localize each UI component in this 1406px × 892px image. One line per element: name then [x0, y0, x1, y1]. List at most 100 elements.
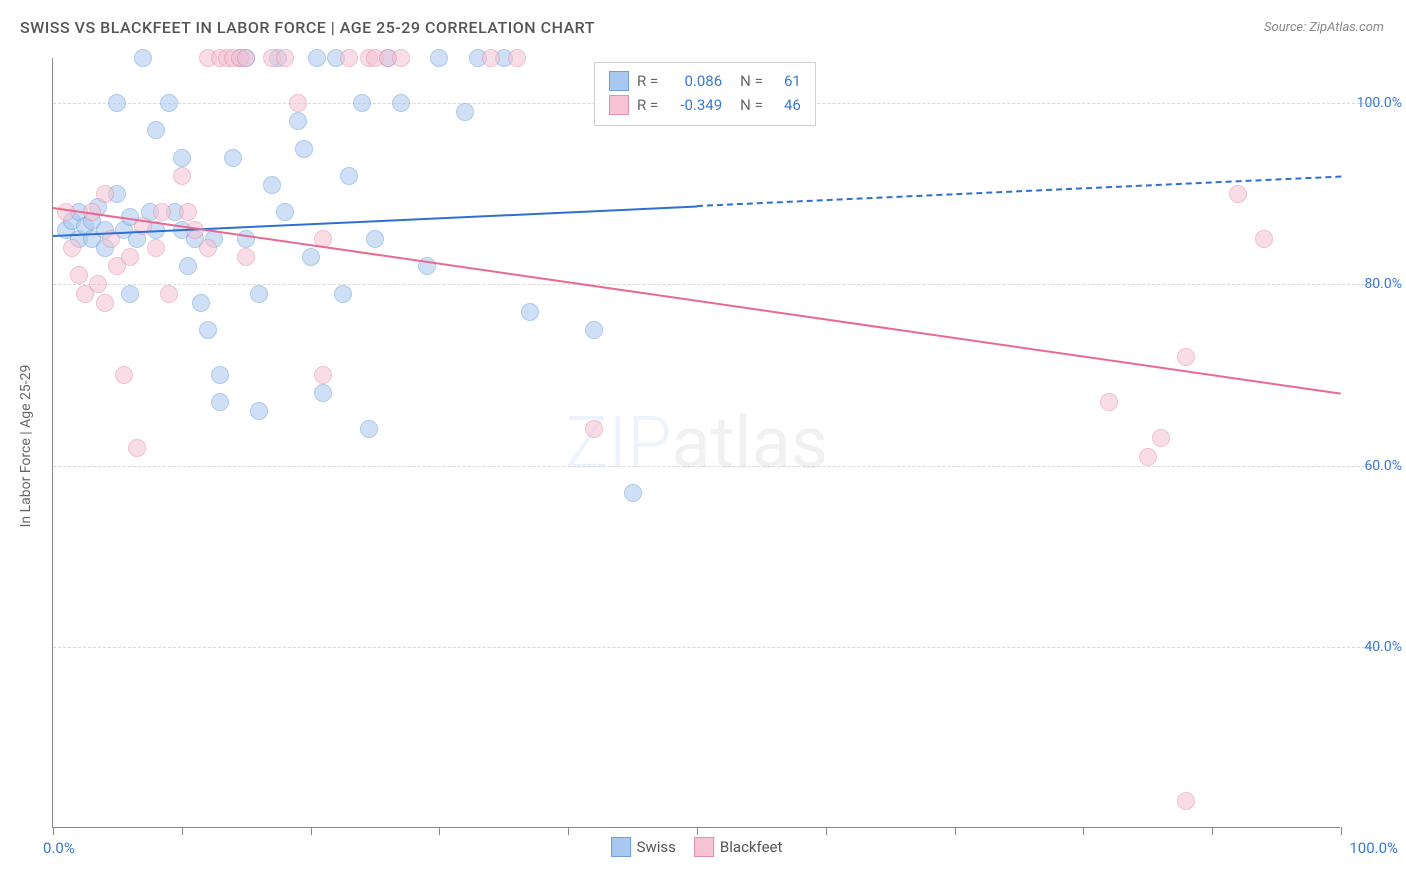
data-point [250, 285, 268, 303]
x-label-max: 100.0% [1349, 839, 1398, 857]
data-point [179, 257, 197, 275]
data-point [179, 203, 197, 221]
data-point [134, 49, 152, 67]
data-point [1177, 792, 1195, 810]
stats-legend-row: R = 0.086 N = 61 [609, 69, 801, 93]
data-point [224, 149, 242, 167]
source-attribution: Source: ZipAtlas.com [1264, 20, 1384, 35]
x-tick [697, 827, 698, 835]
x-label-min: 0.0% [43, 839, 75, 857]
data-point [1229, 185, 1247, 203]
data-point [128, 439, 146, 457]
data-point [314, 384, 332, 402]
r-value: -0.349 [666, 93, 722, 117]
data-point [482, 49, 500, 67]
stats-legend-row: R =-0.349N =46 [609, 93, 801, 117]
x-tick [1083, 827, 1084, 835]
x-tick [439, 827, 440, 835]
data-point [70, 266, 88, 284]
x-tick [826, 827, 827, 835]
series-legend-item: Swiss [611, 837, 676, 857]
x-tick [1212, 827, 1213, 835]
data-point [302, 248, 320, 266]
gridline-h [53, 647, 1380, 648]
trend-line [53, 207, 1341, 395]
data-point [392, 49, 410, 67]
y-tick-label: 60.0% [1364, 458, 1402, 474]
data-point [237, 49, 255, 67]
data-point [96, 294, 114, 312]
gridline-h [53, 284, 1380, 285]
r-value: 0.086 [666, 69, 722, 93]
data-point [147, 239, 165, 257]
data-point [237, 248, 255, 266]
legend-swatch [611, 837, 631, 857]
series-legend: Swiss Blackfeet [611, 837, 783, 857]
data-point [115, 366, 133, 384]
legend-swatch [694, 837, 714, 857]
n-value: 61 [771, 69, 801, 93]
series-legend-item: Blackfeet [694, 837, 782, 857]
data-point [360, 420, 378, 438]
data-point [276, 203, 294, 221]
y-axis-title: In Labor Force | Age 25-29 [18, 365, 34, 528]
data-point [340, 49, 358, 67]
r-label: R = [637, 69, 658, 93]
x-tick [53, 827, 54, 835]
chart-title: SWISS VS BLACKFEET IN LABOR FORCE | AGE … [20, 18, 595, 37]
data-point [353, 94, 371, 112]
gridline-h [53, 466, 1380, 467]
x-tick [568, 827, 569, 835]
data-point [366, 230, 384, 248]
data-point [295, 140, 313, 158]
data-point [392, 94, 410, 112]
watermark: ZIPatlas [565, 400, 828, 485]
data-point [147, 121, 165, 139]
legend-swatch [609, 71, 629, 91]
data-point [96, 185, 114, 203]
data-point [173, 167, 191, 185]
data-point [308, 49, 326, 67]
n-value: 46 [771, 93, 801, 117]
data-point [1139, 448, 1157, 466]
data-point [160, 285, 178, 303]
n-label: N = [740, 69, 763, 93]
data-point [334, 285, 352, 303]
data-point [508, 49, 526, 67]
watermark-part2: atlas [672, 400, 829, 485]
data-point [276, 49, 294, 67]
data-point [237, 230, 255, 248]
data-point [340, 167, 358, 185]
data-point [314, 366, 332, 384]
data-point [585, 321, 603, 339]
data-point [199, 321, 217, 339]
data-point [1255, 230, 1273, 248]
x-tick [182, 827, 183, 835]
data-point [289, 112, 307, 130]
data-point [521, 303, 539, 321]
watermark-part1: ZIP [565, 400, 672, 485]
data-point [250, 402, 268, 420]
data-point [211, 393, 229, 411]
x-tick [955, 827, 956, 835]
y-tick-label: 100.0% [1357, 95, 1402, 111]
y-tick-label: 80.0% [1364, 276, 1402, 292]
data-point [121, 248, 139, 266]
y-tick-label: 40.0% [1364, 639, 1402, 655]
data-point [173, 149, 191, 167]
stats-legend: R = 0.086 N = 61R =-0.349N =46 [594, 62, 816, 126]
data-point [63, 239, 81, 257]
data-point [456, 103, 474, 121]
data-point [121, 285, 139, 303]
data-point [57, 203, 75, 221]
data-point [192, 294, 210, 312]
plot-area: ZIPatlas 40.0%60.0%80.0%100.0%0.0%100.0%… [52, 58, 1340, 828]
data-point [624, 484, 642, 502]
legend-swatch [609, 95, 629, 115]
x-tick [1341, 827, 1342, 835]
data-point [153, 203, 171, 221]
x-tick [311, 827, 312, 835]
data-point [160, 94, 178, 112]
chart-container: SWISS VS BLACKFEET IN LABOR FORCE | AGE … [0, 0, 1406, 892]
data-point [211, 366, 229, 384]
